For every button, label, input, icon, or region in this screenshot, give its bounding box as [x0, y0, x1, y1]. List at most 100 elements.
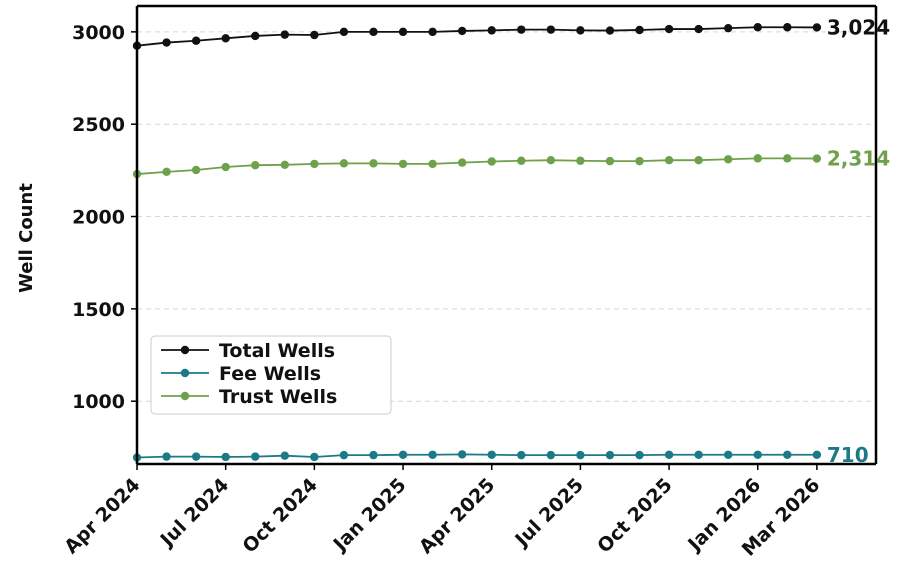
data-point	[191, 165, 201, 175]
x-tick-label: Jan 2025	[328, 474, 411, 557]
data-point	[162, 38, 171, 47]
data-point	[310, 452, 319, 462]
y-tick-label: 2500	[72, 114, 125, 136]
x-tick-label: Apr 2025	[415, 474, 499, 558]
series-trust-wells	[132, 154, 822, 179]
data-point	[724, 155, 733, 164]
series-line	[136, 157, 817, 175]
data-point	[398, 159, 408, 169]
data-point	[369, 450, 378, 460]
series-layer	[132, 23, 822, 462]
series-total-wells	[132, 23, 822, 50]
end-value-label: 2,314	[827, 147, 890, 171]
y-tick-label: 1000	[72, 391, 125, 413]
data-point	[339, 27, 349, 37]
data-point	[724, 23, 733, 33]
data-point	[783, 23, 792, 32]
data-point	[369, 159, 378, 168]
data-point	[487, 157, 496, 166]
data-point	[487, 26, 496, 35]
data-point	[310, 30, 319, 40]
data-point	[576, 26, 585, 35]
data-point	[783, 154, 792, 163]
data-point	[280, 451, 289, 460]
data-point	[517, 450, 526, 460]
data-point	[517, 25, 526, 34]
data-point	[221, 162, 230, 172]
data-point	[398, 450, 408, 459]
data-point	[428, 27, 437, 37]
data-point	[576, 450, 585, 460]
data-point	[457, 26, 467, 36]
data-point	[191, 452, 201, 461]
data-point	[339, 159, 349, 168]
end-value-label: 3,024	[827, 15, 890, 39]
data-point	[605, 450, 615, 460]
data-point	[664, 156, 674, 165]
data-point	[487, 450, 496, 459]
legend-marker	[180, 391, 190, 401]
data-point	[694, 156, 703, 165]
legend-marker	[180, 345, 190, 355]
end-value-label: 710	[827, 443, 869, 467]
data-point	[251, 452, 260, 461]
data-point	[221, 34, 230, 43]
data-point	[635, 25, 644, 35]
data-point	[339, 450, 349, 460]
series-line	[136, 26, 817, 47]
gridlines	[137, 31, 876, 402]
data-point	[428, 159, 437, 169]
data-point	[251, 160, 260, 170]
data-point	[251, 31, 260, 41]
data-point	[812, 154, 822, 163]
data-point	[221, 452, 230, 462]
data-point	[694, 24, 703, 34]
data-point	[457, 158, 467, 167]
data-point	[369, 27, 378, 37]
data-point	[280, 30, 289, 39]
end-labels: 3,024 710 2,314	[827, 15, 890, 466]
data-point	[546, 25, 556, 34]
data-point	[162, 452, 171, 461]
data-point	[398, 27, 408, 37]
x-tick-label: Jul 2024	[155, 474, 233, 552]
data-point	[753, 450, 762, 459]
data-point	[576, 156, 585, 165]
data-point	[664, 24, 674, 34]
data-point	[753, 23, 762, 32]
data-point	[310, 159, 319, 169]
legend-marker	[180, 368, 190, 378]
x-tick-label: Oct 2025	[593, 474, 676, 557]
data-point	[753, 154, 762, 163]
data-point	[783, 450, 792, 459]
data-point	[812, 450, 822, 459]
data-point	[812, 23, 822, 32]
data-point	[635, 450, 644, 460]
data-point	[546, 450, 556, 460]
data-point	[664, 450, 674, 459]
data-point	[191, 36, 201, 45]
data-point	[428, 450, 437, 459]
data-point	[162, 167, 171, 177]
legend-entry: Total Wells	[161, 340, 335, 362]
series-fee-wells	[132, 450, 822, 462]
legend-label: Trust Wells	[219, 386, 337, 408]
legend-entry: Fee Wells	[161, 363, 321, 385]
y-tick-label: 3000	[72, 22, 125, 44]
data-point	[546, 156, 556, 165]
x-tick-label: Apr 2024	[60, 474, 144, 558]
legend-label: Total Wells	[219, 340, 335, 362]
x-tick-label: Oct 2024	[238, 474, 321, 557]
legend-label: Fee Wells	[219, 363, 321, 385]
data-point	[457, 450, 467, 459]
data-point	[280, 160, 289, 170]
data-point	[724, 450, 733, 459]
y-tick-label: 1500	[72, 299, 125, 321]
legend-entry: Trust Wells	[161, 386, 337, 408]
y-tick-label: 2000	[72, 207, 125, 229]
x-tick-label: Jul 2025	[510, 474, 588, 552]
data-point	[517, 156, 526, 165]
